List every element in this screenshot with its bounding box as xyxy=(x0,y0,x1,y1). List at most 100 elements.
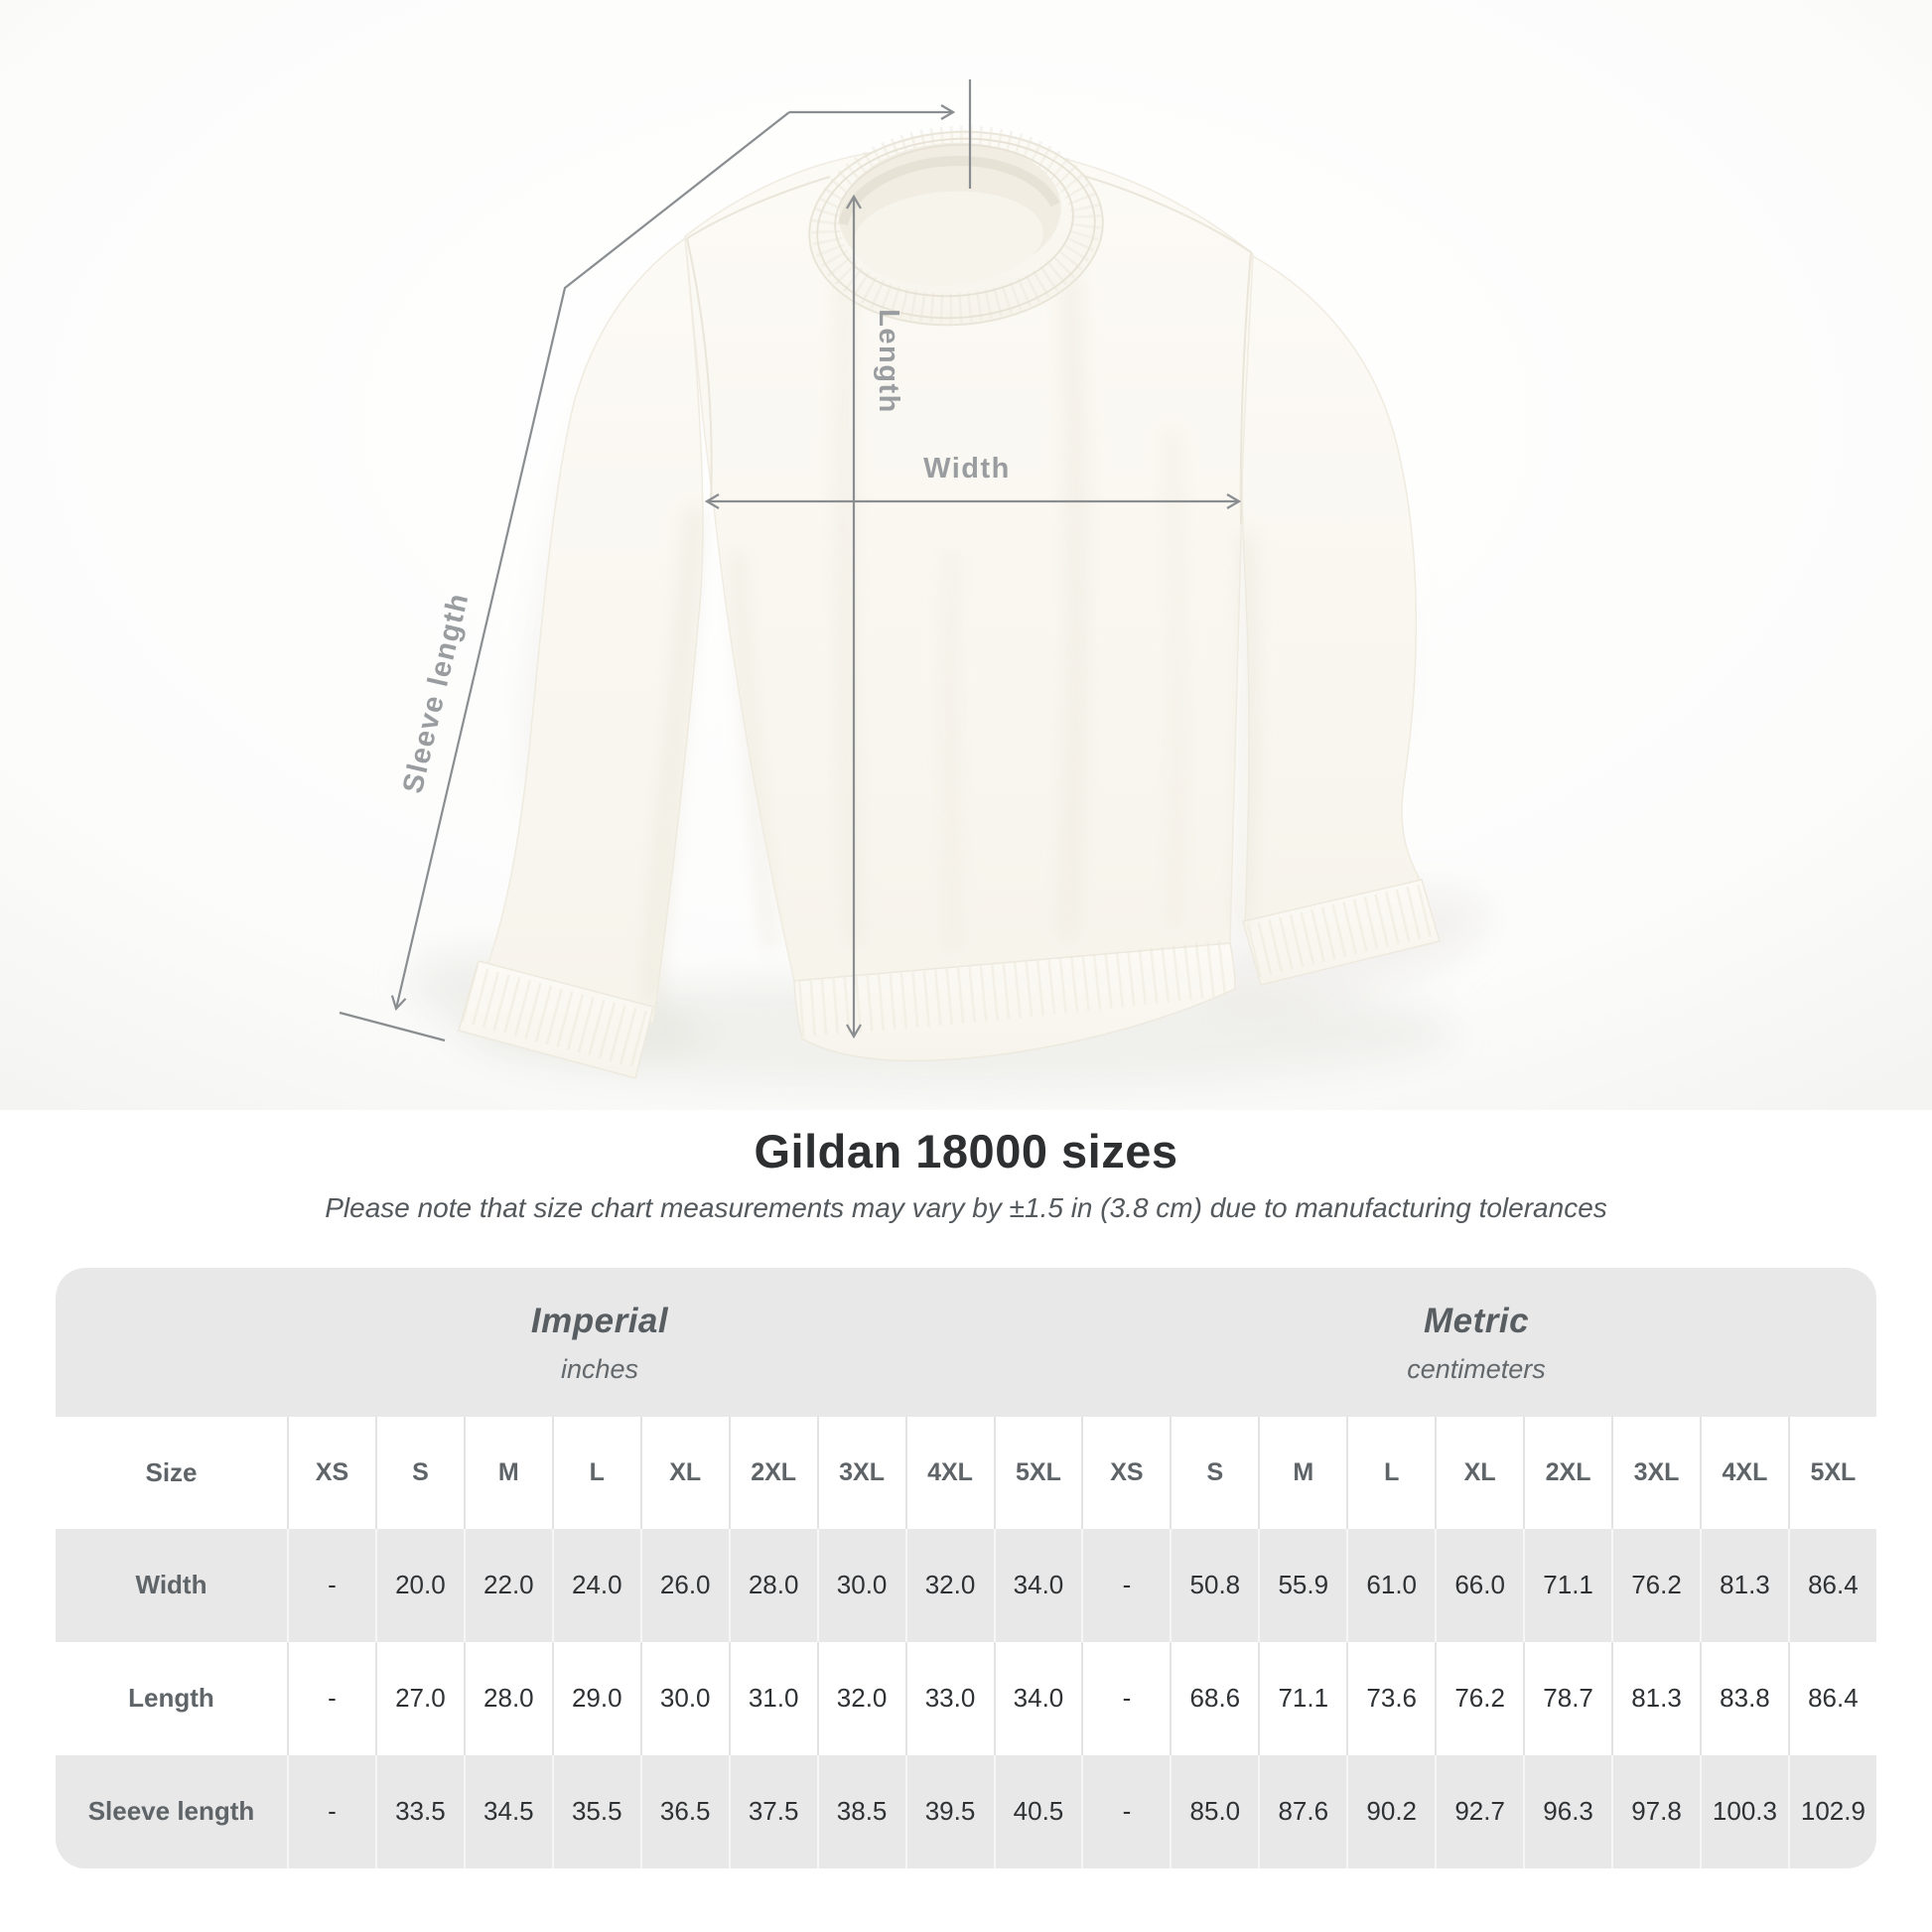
measurement-cell: 100.3 xyxy=(1702,1754,1790,1868)
size-col-header: XL xyxy=(642,1416,731,1529)
imperial-title: Imperial xyxy=(530,1301,669,1340)
sweatshirt-left-cuff xyxy=(458,960,654,1079)
measurement-cell: 40.5 xyxy=(996,1754,1084,1868)
measurement-cell: - xyxy=(289,1641,377,1755)
measurement-cell: 39.5 xyxy=(907,1754,996,1868)
length-label: Length xyxy=(873,309,904,414)
page-title: Gildan 18000 sizes xyxy=(754,1125,1178,1177)
sweatshirt-measurement-diagram: Length Width Sleeve length xyxy=(0,0,1932,1110)
sleeve-length-row: Sleeve length -33.5 34.5 35.5 36.5 37.5 38.5 3… xyxy=(56,1754,1876,1868)
measurement-cell: 35.5 xyxy=(554,1754,642,1868)
width-row: Width -20.0 22.0 24.0 26.0 28.0 30.0 32.0 34.0-… xyxy=(56,1528,1876,1642)
measurement-cell: 33.0 xyxy=(907,1641,996,1755)
page-subtitle: Please note that size chart measurements… xyxy=(325,1191,1607,1223)
imperial-header: Imperial inches xyxy=(531,1302,668,1385)
measurement-cell: 90.2 xyxy=(1348,1754,1438,1868)
size-col-header: L xyxy=(1348,1416,1438,1529)
size-col-header: XS xyxy=(289,1416,377,1529)
measurement-cell: 33.5 xyxy=(377,1754,466,1868)
measurement-cell: 20.0 xyxy=(377,1528,466,1642)
product-photo: Length Width Sleeve length xyxy=(0,0,1932,1110)
measurement-cell: 28.0 xyxy=(466,1641,554,1755)
size-col-header: 5XL xyxy=(1810,1457,1857,1486)
metric-title: Metric xyxy=(1423,1301,1530,1340)
measurement-cell: 85.0 xyxy=(1172,1754,1261,1868)
measurement-cell: 22.0 xyxy=(466,1528,554,1642)
size-col-header: 3XL xyxy=(1613,1416,1702,1529)
size-col-header: XL xyxy=(1437,1416,1526,1529)
measurement-cell: 83.8 xyxy=(1702,1641,1790,1755)
measurement-cell: 26.0 xyxy=(642,1528,731,1642)
measurement-cell: 34.0 xyxy=(996,1641,1084,1755)
metric-header: Metric centimeters xyxy=(1407,1302,1546,1385)
size-col-header: M xyxy=(466,1416,554,1529)
sweatshirt-collar xyxy=(808,125,1104,327)
measurement-cell: 68.6 xyxy=(1172,1641,1261,1755)
measurement-cell: 71.1 xyxy=(1260,1641,1349,1755)
measurement-cell: 38.5 xyxy=(819,1754,907,1868)
measurement-cell: 87.6 xyxy=(1260,1754,1349,1868)
garment-seams xyxy=(686,174,1252,525)
measurement-cell: 50.8 xyxy=(1172,1528,1261,1642)
size-col-header: 2XL xyxy=(1525,1416,1614,1529)
measurement-cell: 76.2 xyxy=(1437,1641,1526,1755)
sleeve-length-line xyxy=(396,111,790,1009)
measurement-cell: - xyxy=(289,1528,377,1642)
measurement-cell: 29.0 xyxy=(554,1641,642,1755)
size-col-header: 5XL xyxy=(996,1416,1084,1529)
measurement-cell: 96.3 xyxy=(1525,1754,1614,1868)
measurement-cell: 31.0 xyxy=(731,1641,819,1755)
size-col-header: 3XL xyxy=(819,1416,907,1529)
width-label: Width xyxy=(923,453,1011,484)
size-col-header: XS xyxy=(1083,1416,1173,1529)
measurement-cell: 36.5 xyxy=(642,1754,731,1868)
measurement-lines xyxy=(339,79,1239,1042)
sweatshirt xyxy=(458,125,1441,1079)
measurement-cell: 24.0 xyxy=(554,1528,642,1642)
measurement-cell: 78.7 xyxy=(1525,1641,1614,1755)
measurement-cell: 27.0 xyxy=(377,1641,466,1755)
measurement-cell: 86.4 xyxy=(1808,1683,1859,1714)
measurement-cell: 66.0 xyxy=(1437,1528,1526,1642)
measurement-cell: 28.0 xyxy=(731,1528,819,1642)
measurement-cell: 30.0 xyxy=(642,1641,731,1755)
size-row-label: Size xyxy=(56,1416,289,1529)
measurement-cell: - xyxy=(1083,1528,1173,1642)
size-col-header: 4XL xyxy=(1702,1416,1790,1529)
size-col-header: S xyxy=(1172,1416,1261,1529)
measurement-cell: 32.0 xyxy=(907,1528,996,1642)
measurement-cell: - xyxy=(1083,1641,1173,1755)
unit-header-band: Imperial inches Metric centimeters xyxy=(56,1267,1876,1417)
measurement-cell: 81.3 xyxy=(1702,1528,1790,1642)
measurement-cell: 76.2 xyxy=(1613,1528,1702,1642)
measurement-cell: 73.6 xyxy=(1348,1641,1438,1755)
measurement-cell: 37.5 xyxy=(731,1754,819,1868)
caption: Gildan 18000 sizes Please note that size… xyxy=(0,1125,1932,1224)
imperial-unit: inches xyxy=(560,1353,639,1384)
size-header-row: Size XS S M L XL 2XL 3XL 4XL 5XL XS S M L XL 2XL 3XL 4XL… xyxy=(56,1416,1876,1529)
measurement-cell: - xyxy=(289,1754,377,1868)
size-col-header: L xyxy=(554,1416,642,1529)
measurement-cell: - xyxy=(1083,1754,1173,1868)
size-col-header: 4XL xyxy=(907,1416,996,1529)
size-table: Imperial inches Metric centimeters Size … xyxy=(56,1267,1876,1868)
sleeve-length-row-label: Sleeve length xyxy=(56,1754,289,1868)
sweatshirt-right-cuff xyxy=(1242,879,1441,986)
measurement-cell: 55.9 xyxy=(1260,1528,1349,1642)
size-col-header: S xyxy=(377,1416,466,1529)
measurement-cell: 97.8 xyxy=(1613,1754,1702,1868)
measurement-cell: 34.5 xyxy=(466,1754,554,1868)
width-row-label: Width xyxy=(56,1528,289,1642)
measurement-cell: 92.7 xyxy=(1437,1754,1526,1868)
measurement-cell: 102.9 xyxy=(1800,1796,1865,1827)
metric-unit: centimeters xyxy=(1407,1353,1546,1384)
measurement-cell: 81.3 xyxy=(1613,1641,1702,1755)
sleeve-length-tick xyxy=(339,1011,446,1042)
length-row-label: Length xyxy=(56,1641,289,1755)
measurement-cell: 30.0 xyxy=(819,1528,907,1642)
length-row: Length -27.0 28.0 29.0 30.0 31.0 32.0 33.0 34.0… xyxy=(56,1641,1876,1755)
size-col-header: 2XL xyxy=(731,1416,819,1529)
measurement-cell: 32.0 xyxy=(819,1641,907,1755)
measurement-cell: 86.4 xyxy=(1808,1570,1859,1600)
